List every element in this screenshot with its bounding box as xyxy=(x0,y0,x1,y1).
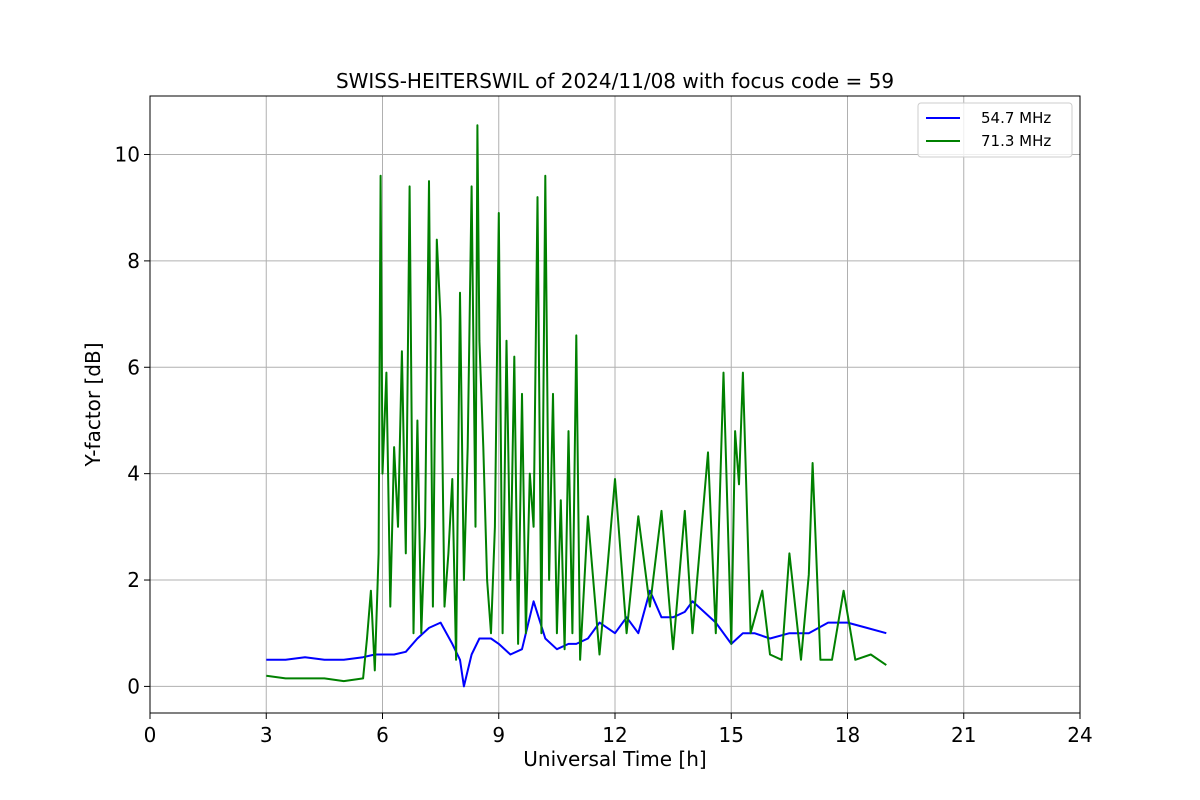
x-tick-label: 21 xyxy=(951,723,976,747)
x-tick-label: 12 xyxy=(602,723,627,747)
y-tick-label: 2 xyxy=(127,568,140,592)
y-tick-label: 4 xyxy=(127,462,140,486)
x-tick-label: 15 xyxy=(719,723,744,747)
legend-label: 71.3 MHz xyxy=(981,132,1051,150)
y-axis: 0 2 4 6 8 10 xyxy=(115,143,150,698)
legend-box xyxy=(917,102,1073,158)
series-line-2 xyxy=(266,124,887,683)
x-tick-label: 18 xyxy=(835,723,860,747)
x-tick-label: 0 xyxy=(144,723,157,747)
x-tick-label: 3 xyxy=(260,723,273,747)
y-tick-label: 8 xyxy=(127,249,140,273)
series-line-1 xyxy=(266,589,887,688)
x-tick-label: 6 xyxy=(376,723,389,747)
x-tick-label: 9 xyxy=(492,723,505,747)
x-axis-label: Universal Time [h] xyxy=(523,747,706,771)
y-tick-label: 0 xyxy=(127,674,140,698)
y-tick-label: 6 xyxy=(127,355,140,379)
legend: 54.7 MHz 71.3 MHz xyxy=(917,102,1073,158)
y-tick-label: 10 xyxy=(115,143,140,167)
y-axis-label: Y-factor [dB] xyxy=(81,342,105,467)
x-axis: 0 3 6 9 12 15 18 21 24 xyxy=(144,713,1093,747)
chart-title: SWISS-HEITERSWIL of 2024/11/08 with focu… xyxy=(336,69,894,93)
legend-label: 54.7 MHz xyxy=(981,109,1051,127)
series-layer xyxy=(266,124,887,688)
x-tick-label: 24 xyxy=(1067,723,1092,747)
